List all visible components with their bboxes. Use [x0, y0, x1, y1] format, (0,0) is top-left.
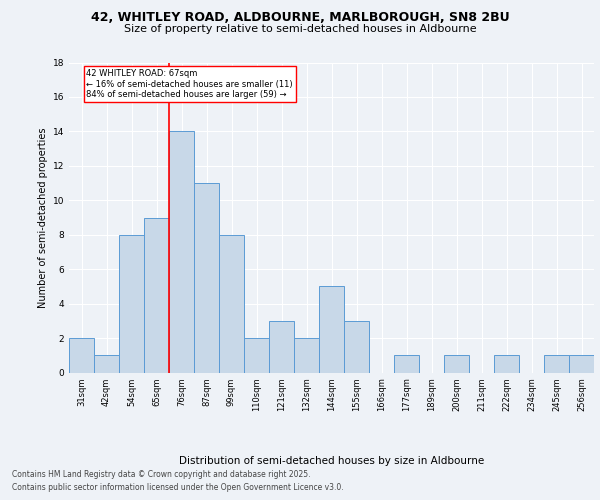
- Bar: [169, 132, 194, 372]
- Text: 42, WHITLEY ROAD, ALDBOURNE, MARLBOROUGH, SN8 2BU: 42, WHITLEY ROAD, ALDBOURNE, MARLBOROUGH…: [91, 11, 509, 24]
- X-axis label: Distribution of semi-detached houses by size in Aldbourne: Distribution of semi-detached houses by …: [179, 456, 484, 466]
- Bar: [119, 234, 144, 372]
- Bar: [244, 338, 269, 372]
- Text: Contains public sector information licensed under the Open Government Licence v3: Contains public sector information licen…: [12, 483, 344, 492]
- Bar: [219, 234, 244, 372]
- Bar: [394, 356, 419, 372]
- Bar: [544, 356, 569, 372]
- Bar: [569, 356, 594, 372]
- Bar: [144, 218, 169, 372]
- Bar: [94, 356, 119, 372]
- Bar: [344, 321, 369, 372]
- Bar: [444, 356, 469, 372]
- Bar: [319, 286, 344, 372]
- Bar: [69, 338, 94, 372]
- Bar: [294, 338, 319, 372]
- Text: Size of property relative to semi-detached houses in Aldbourne: Size of property relative to semi-detach…: [124, 24, 476, 34]
- Text: Contains HM Land Registry data © Crown copyright and database right 2025.: Contains HM Land Registry data © Crown c…: [12, 470, 311, 479]
- Text: 42 WHITLEY ROAD: 67sqm
← 16% of semi-detached houses are smaller (11)
84% of sem: 42 WHITLEY ROAD: 67sqm ← 16% of semi-det…: [86, 70, 293, 99]
- Y-axis label: Number of semi-detached properties: Number of semi-detached properties: [38, 127, 49, 308]
- Bar: [494, 356, 519, 372]
- Bar: [269, 321, 294, 372]
- Bar: [194, 183, 219, 372]
